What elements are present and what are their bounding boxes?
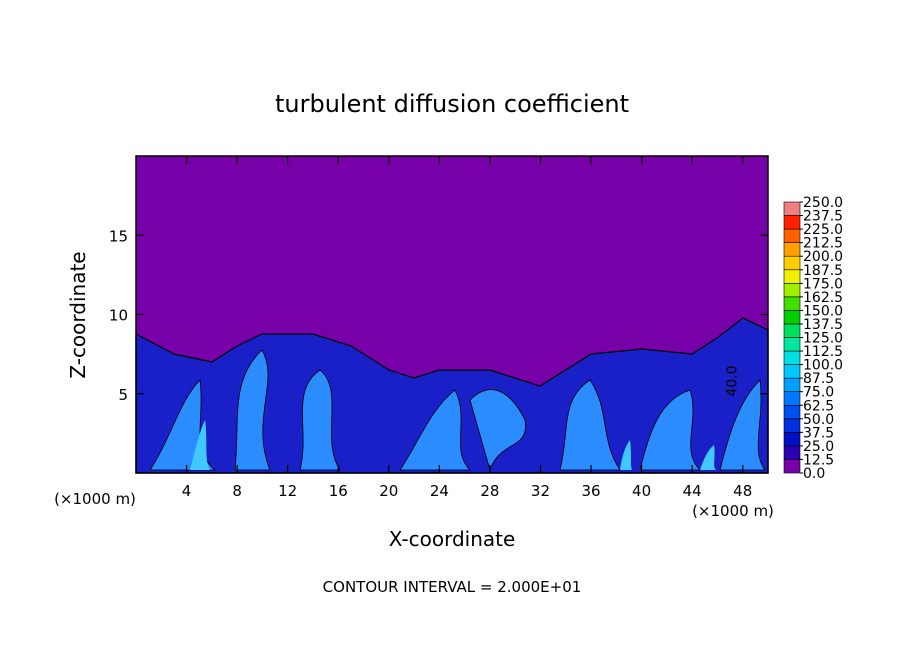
colorbar-band <box>783 364 801 379</box>
x-unit-right: (×1000 m) <box>692 502 774 520</box>
x-axis-label: X-coordinate <box>389 527 516 551</box>
colorbar-label: 162.5 <box>803 290 843 306</box>
colorbar-band <box>783 323 801 338</box>
colorbar-band <box>783 391 801 406</box>
colorbar-label: 175.0 <box>803 276 843 292</box>
x-tick-label: 36 <box>581 482 600 500</box>
y-axis-label: Z-coordinate <box>66 251 90 378</box>
colorbar-label: 125.0 <box>803 331 843 347</box>
colorbar-band <box>783 337 801 352</box>
x-unit-left: (×1000 m) <box>54 490 136 508</box>
colorbar-band <box>783 282 801 298</box>
colorbar-band <box>783 269 801 284</box>
contour-field <box>135 156 769 474</box>
chart-title: turbulent diffusion coefficient <box>275 90 629 118</box>
y-tick-label: 10 <box>109 307 128 325</box>
colorbar-band <box>783 459 801 474</box>
x-tick-label: 40 <box>632 482 651 500</box>
x-tick-label: 48 <box>733 482 752 500</box>
x-tick-label: 16 <box>329 482 348 500</box>
colorbar-label: 37.5 <box>803 425 834 441</box>
colorbar-label: 200.0 <box>803 249 843 265</box>
x-tick-label: 20 <box>379 482 398 500</box>
colorbar-band <box>783 201 801 216</box>
x-tick-label: 28 <box>480 482 499 500</box>
x-tick-label: 32 <box>531 482 550 500</box>
y-tick-label: 5 <box>118 386 128 404</box>
colorbar-label: 62.5 <box>803 398 834 414</box>
colorbar-band <box>783 310 801 325</box>
x-tick-label: 4 <box>182 482 192 500</box>
x-tick-label: 12 <box>278 482 297 500</box>
colorbar-band <box>783 432 801 447</box>
x-tick-label: 24 <box>430 482 449 500</box>
colorbar-label: 250.0 <box>803 195 843 211</box>
turbulent-streaks <box>149 349 766 472</box>
colorbar-band <box>783 418 801 433</box>
colorbar-label: 225.0 <box>803 222 843 238</box>
colorbar-label: 212.5 <box>803 236 843 252</box>
colorbar-label: 25.0 <box>803 439 834 455</box>
colorbar-label: 50.0 <box>803 412 834 428</box>
colorbar-band <box>783 215 801 230</box>
x-tick-label: 8 <box>232 482 242 500</box>
colorbar-label: 0.0 <box>803 466 825 482</box>
contour-label: 40.0 <box>724 365 740 396</box>
colorbar-label: 112.5 <box>803 344 843 360</box>
x-tick-label: 44 <box>683 482 702 500</box>
colorbar-band <box>783 296 801 311</box>
colorbar-label: 137.5 <box>803 317 843 333</box>
colorbar-band <box>783 228 801 243</box>
colorbar-band <box>783 242 801 257</box>
colorbar-label: 75.0 <box>803 385 834 401</box>
colorbar-band <box>783 255 801 271</box>
colorbar-label: 87.5 <box>803 371 834 387</box>
y-tick-label: 15 <box>109 227 128 245</box>
colorbar-label: 237.5 <box>803 209 843 225</box>
footer: CONTOUR INTERVAL = 2.000E+01 <box>323 578 582 596</box>
colorbar-band <box>783 350 801 365</box>
colorbar-label: 12.5 <box>803 452 834 468</box>
colorbar-label: 187.5 <box>803 263 843 279</box>
colorbar-band <box>783 404 801 420</box>
colorbar-label: 100.0 <box>803 358 843 374</box>
colorbar-band <box>783 377 801 392</box>
colorbar-band <box>783 445 801 460</box>
colorbar-label: 150.0 <box>803 303 843 319</box>
